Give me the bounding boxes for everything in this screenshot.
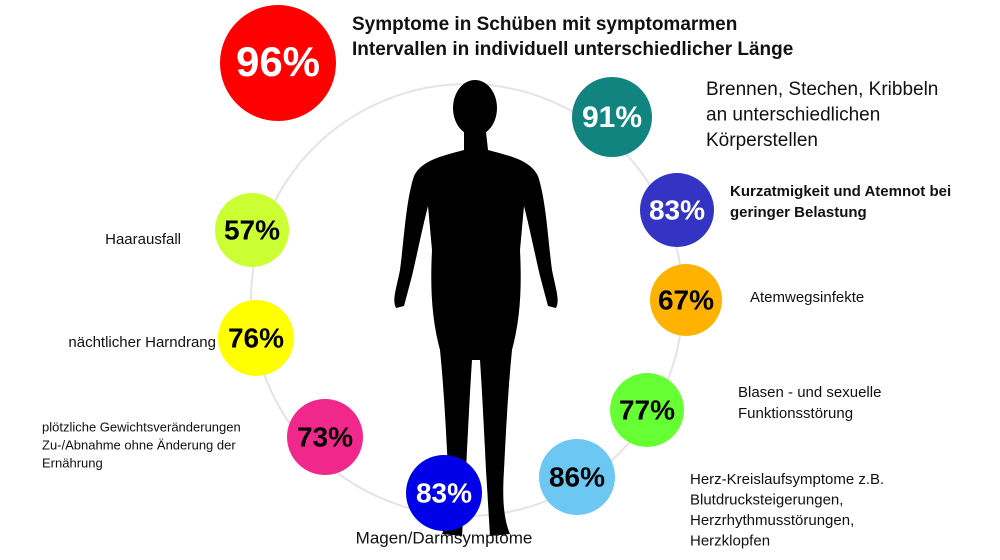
symptom-text: Herz-Kreislaufsymptome z.B. [690,471,884,488]
percent-label: 77% [619,394,675,425]
symptom-text: Ernährung [42,455,103,470]
percent-label: 96% [236,38,320,85]
percent-circle [640,173,714,247]
percent-circle [287,399,363,475]
symptom-text: Atemwegsinfekte [750,289,864,306]
symptom-text: plötzliche Gewichtsveränderungen [42,419,241,434]
symptom-text: Blasen - und sexuelle [738,384,881,401]
percent-circle [610,373,684,447]
symptom-text: geringer Belastung [730,204,867,221]
percent-circle [218,300,294,376]
symptom-text: Brennen, Stechen, Kribbeln [706,79,938,100]
symptom-text: Blutdrucksteigerungen, [690,491,843,508]
symptom-text: Herzrhythmusstörungen, [690,512,854,529]
percent-circle [650,264,722,336]
percent-label: 57% [224,214,280,245]
percent-circle [406,455,482,531]
percent-circle [215,193,289,267]
percent-label: 67% [658,284,714,315]
human-silhouette [394,80,558,536]
percent-circle [539,439,615,515]
percent-label: 83% [649,194,705,225]
percent-label: 83% [416,477,472,508]
percent-label: 91% [582,101,642,134]
percent-label: 73% [297,421,353,452]
percent-circle [220,5,336,121]
symptom-text: Magen/Darmsymptome [356,528,533,547]
symptom-text: Funktionsstörung [738,405,853,422]
symptom-text: Körperstellen [706,130,818,151]
symptom-text: Herzklopfen [690,532,770,549]
symptom-text: nächtlicher Harndrang [68,334,216,351]
symptom-text: Symptome in Schüben mit symptomarmen [352,14,737,35]
symptom-text: Zu-/Abnahme ohne Änderung der [42,437,236,452]
symptom-text: Kurzatmigkeit und Atemnot bei [730,183,951,200]
percent-label: 86% [549,461,605,492]
percent-circle [572,77,652,157]
percent-label: 76% [228,322,284,353]
symptom-text: Intervallen in individuell unterschiedli… [352,39,793,60]
symptom-text: Haarausfall [105,231,181,248]
symptom-text: an unterschiedlichen [706,105,880,126]
